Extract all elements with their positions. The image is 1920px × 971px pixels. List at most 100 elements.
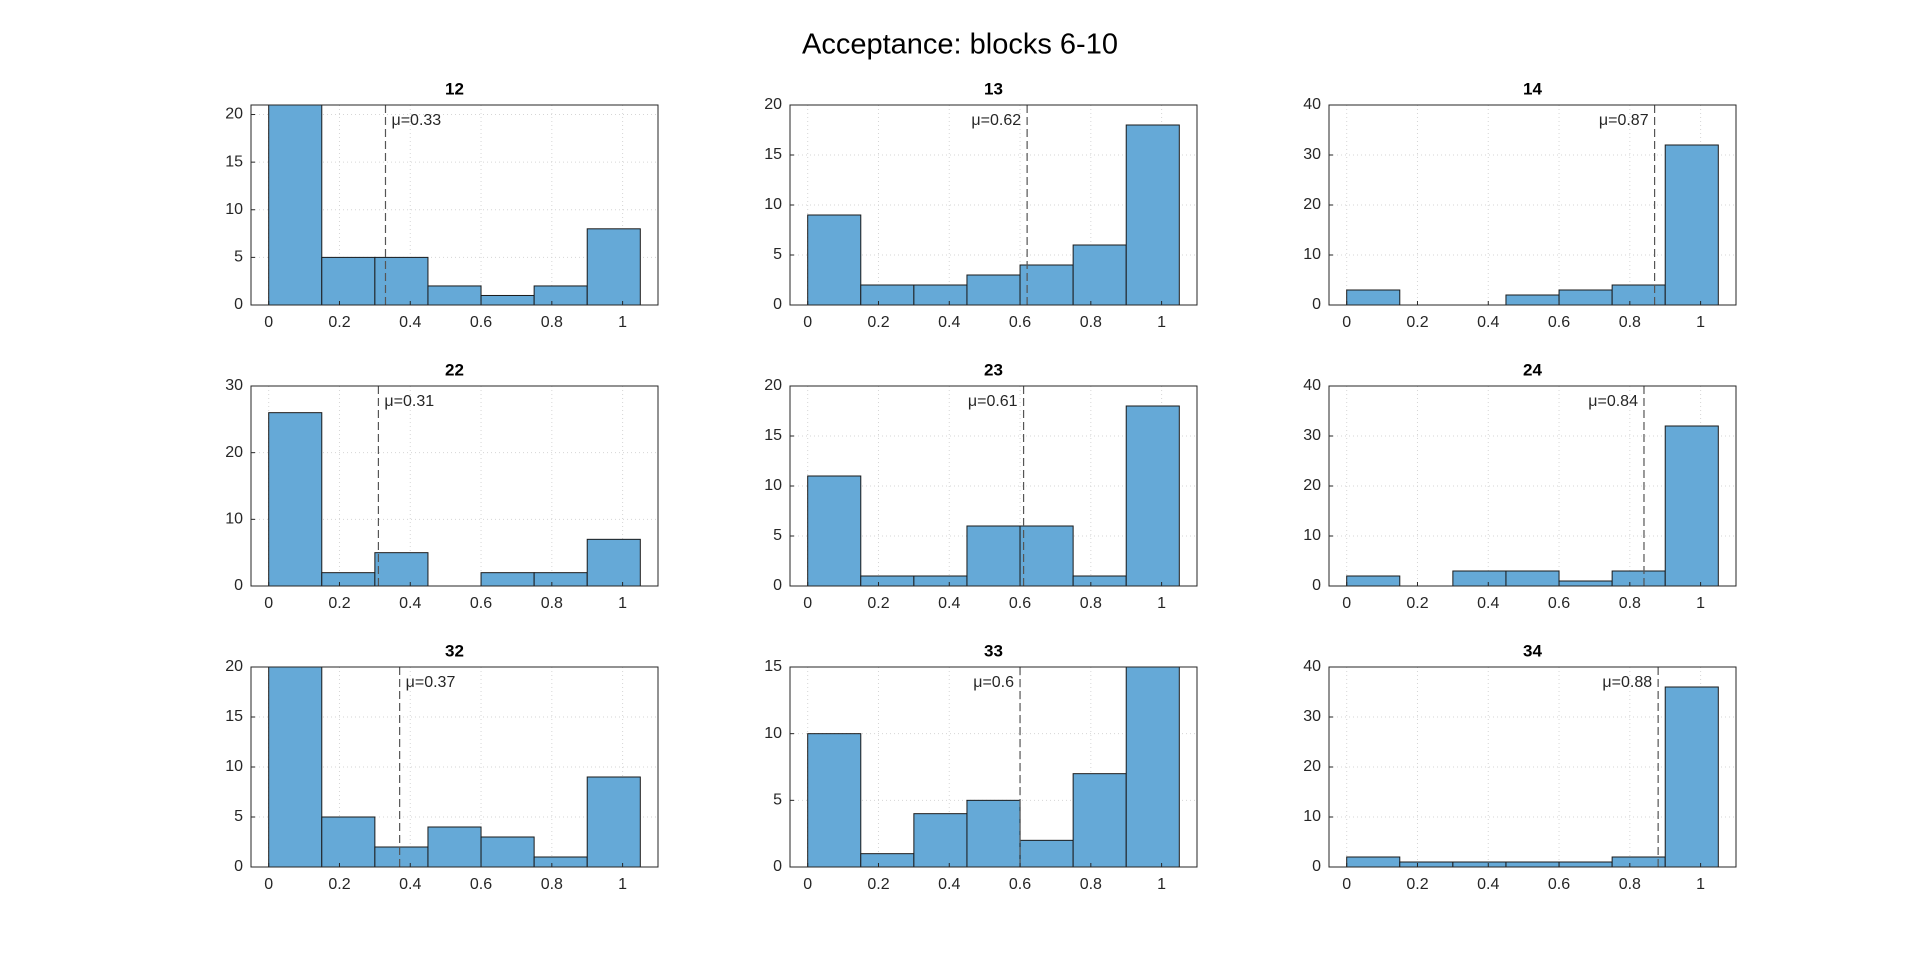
histogram-bar [427, 285, 482, 306]
histogram-bar [1505, 861, 1560, 868]
x-tick-label: 0.6 [1548, 876, 1570, 893]
histogram-bar [1019, 839, 1074, 868]
y-tick-label: 5 [234, 808, 243, 825]
x-tick-label: 0.4 [1477, 595, 1499, 612]
x-tick-label: 0 [1342, 876, 1351, 893]
y-tick-label: 0 [1312, 858, 1321, 875]
histogram-bar [913, 575, 968, 587]
y-tick-label: 0 [1312, 296, 1321, 313]
axes-box [789, 666, 1198, 868]
subplot-title: 22 [445, 360, 464, 379]
mean-label: μ=0.84 [1588, 393, 1638, 410]
y-tick-label: 10 [764, 477, 782, 494]
y-tick-label: 20 [1303, 196, 1321, 213]
y-tick-label: 40 [1303, 377, 1321, 394]
histogram-bar [586, 538, 641, 587]
x-tick-label: 0 [1342, 314, 1351, 331]
y-tick-label: 5 [773, 792, 782, 809]
y-tick-label: 0 [1312, 577, 1321, 594]
x-tick-label: 0 [264, 595, 273, 612]
x-tick-label: 1 [1157, 314, 1166, 331]
x-tick-label: 1 [1696, 314, 1705, 331]
histogram-bar [374, 552, 429, 587]
x-tick-label: 0.2 [1406, 876, 1428, 893]
y-tick-label: 20 [1303, 477, 1321, 494]
histogram-bar [913, 284, 968, 306]
x-tick-label: 0 [264, 876, 273, 893]
histogram-bar [321, 816, 376, 868]
x-tick-label: 0.2 [867, 314, 889, 331]
y-tick-label: 30 [1303, 708, 1321, 725]
histogram-bar [1399, 861, 1454, 868]
y-tick-label: 20 [764, 377, 782, 394]
histogram-bar [966, 525, 1021, 587]
y-tick-label: 30 [1303, 146, 1321, 163]
x-tick-label: 0.6 [470, 876, 492, 893]
x-tick-label: 0.4 [1477, 876, 1499, 893]
histogram-bar [1611, 856, 1666, 868]
x-tick-label: 1 [1157, 595, 1166, 612]
y-tick-label: 0 [234, 577, 243, 594]
y-tick-label: 10 [764, 196, 782, 213]
y-tick-label: 20 [225, 658, 243, 675]
x-tick-label: 0.8 [1619, 595, 1641, 612]
y-tick-label: 5 [773, 527, 782, 544]
mean-label: μ=0.62 [971, 112, 1021, 129]
axes-box [250, 385, 659, 587]
y-tick-label: 5 [234, 249, 243, 266]
histogram-bar [860, 853, 915, 868]
subplot-title: 34 [1523, 641, 1542, 660]
x-tick-label: 0.2 [867, 595, 889, 612]
histogram-bar [1072, 575, 1127, 587]
histogram-bar [480, 294, 535, 306]
x-tick-label: 0.6 [1548, 314, 1570, 331]
y-tick-label: 15 [225, 153, 243, 170]
histogram-bar [1125, 124, 1180, 306]
y-tick-label: 10 [225, 201, 243, 218]
histogram-bar [586, 228, 641, 306]
histogram-bar [1072, 773, 1127, 868]
histogram-bar [427, 826, 482, 868]
y-tick-label: 40 [1303, 658, 1321, 675]
y-tick-label: 30 [1303, 427, 1321, 444]
x-tick-label: 0 [264, 314, 273, 331]
histogram-bar [913, 813, 968, 868]
histogram-bar [966, 799, 1021, 868]
mean-label: μ=0.33 [391, 112, 441, 129]
x-tick-label: 0.2 [328, 876, 350, 893]
x-tick-label: 0.2 [1406, 595, 1428, 612]
y-tick-label: 20 [1303, 758, 1321, 775]
histogram-bar [321, 256, 376, 306]
x-tick-label: 0.6 [470, 595, 492, 612]
x-tick-label: 1 [1696, 876, 1705, 893]
y-tick-label: 0 [773, 577, 782, 594]
y-tick-label: 15 [764, 146, 782, 163]
y-tick-label: 10 [1303, 808, 1321, 825]
x-tick-label: 1 [618, 595, 627, 612]
histogram-bar [860, 575, 915, 587]
histogram-bar [586, 776, 641, 868]
mean-label: μ=0.61 [968, 393, 1018, 410]
x-tick-label: 0 [803, 314, 812, 331]
y-tick-label: 0 [773, 296, 782, 313]
histogram-bar [321, 572, 376, 587]
x-tick-label: 0.6 [1548, 595, 1570, 612]
subplot-title: 14 [1523, 79, 1542, 98]
figure-title: Acceptance: blocks 6-10 [802, 29, 1118, 61]
y-tick-label: 15 [225, 708, 243, 725]
x-tick-label: 1 [618, 876, 627, 893]
histogram-bar [1452, 861, 1507, 868]
y-tick-label: 30 [225, 377, 243, 394]
histogram-bar [1558, 289, 1613, 306]
histogram-bar [1019, 264, 1074, 306]
histogram-bar [268, 666, 323, 868]
x-tick-label: 0.4 [1477, 314, 1499, 331]
histogram-bar [533, 285, 588, 306]
